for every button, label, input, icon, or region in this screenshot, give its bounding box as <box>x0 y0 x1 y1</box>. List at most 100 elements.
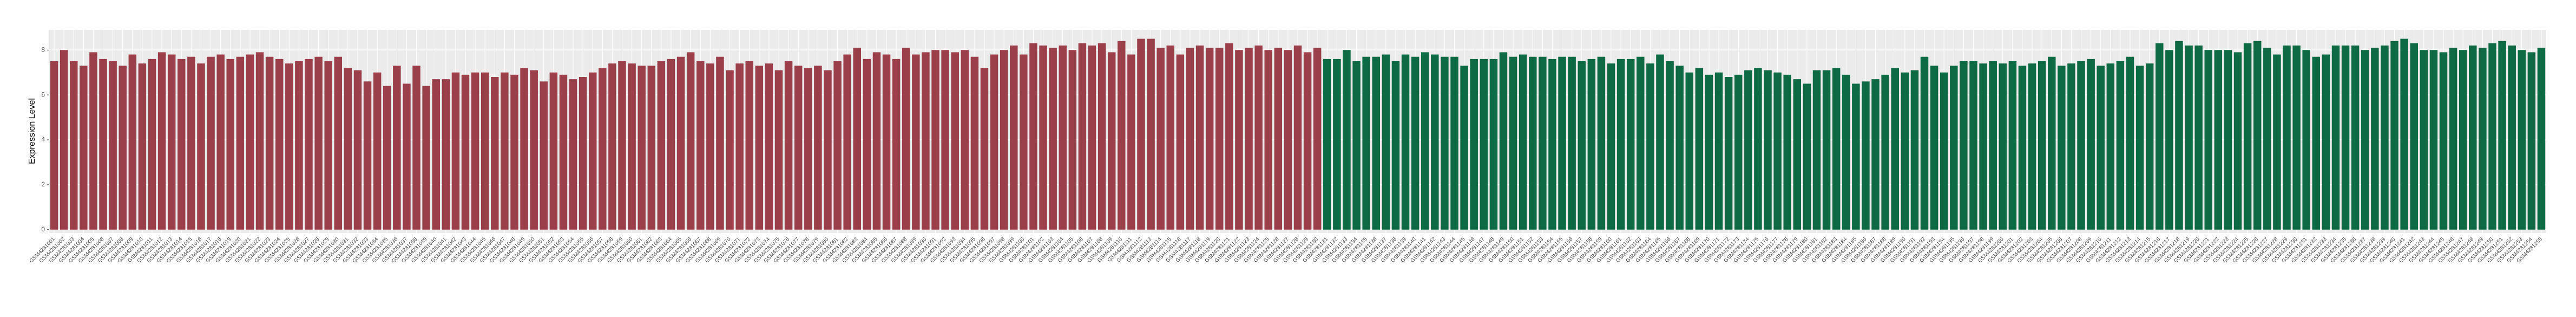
bar <box>1862 81 1870 230</box>
bar <box>814 66 822 230</box>
bar <box>843 54 851 230</box>
y-axis-label: Expression Level <box>28 98 37 164</box>
bar <box>1372 56 1380 230</box>
bar <box>1118 41 1126 230</box>
bar <box>69 61 78 230</box>
bar <box>2429 50 2438 230</box>
bar <box>2243 43 2252 230</box>
bar <box>1744 70 1752 230</box>
bar <box>451 72 460 230</box>
bar <box>1088 46 1096 230</box>
bar <box>2400 38 2408 230</box>
bar <box>1362 56 1370 230</box>
bar <box>2341 46 2350 230</box>
bar <box>314 56 323 230</box>
bar <box>765 63 773 230</box>
bar <box>1626 59 1635 230</box>
bar <box>2106 63 2115 230</box>
bar <box>1989 61 1997 230</box>
bar <box>2224 50 2232 230</box>
bar <box>892 59 901 230</box>
bar <box>2292 46 2301 230</box>
bar <box>1509 56 1517 230</box>
bar <box>2508 46 2516 230</box>
bar <box>128 54 137 230</box>
bar <box>1107 52 1116 230</box>
bar <box>1274 48 1283 230</box>
bar <box>2420 50 2428 230</box>
bar <box>442 79 450 230</box>
bar <box>2459 50 2467 230</box>
bar <box>774 70 783 230</box>
bar <box>961 50 969 230</box>
bar <box>686 52 695 230</box>
bar <box>1910 70 1919 230</box>
bar <box>2439 52 2448 230</box>
bar <box>1695 68 1704 230</box>
bar <box>1431 54 1439 230</box>
bar <box>1568 56 1576 230</box>
bar <box>1215 48 1224 230</box>
bar <box>1724 77 1733 230</box>
bar <box>1450 56 1458 230</box>
bar <box>1303 52 1312 230</box>
bar <box>2527 52 2536 230</box>
bar <box>2469 46 2477 230</box>
bar <box>1999 63 2007 230</box>
bar <box>1195 46 1204 230</box>
bar <box>2135 66 2144 230</box>
bar <box>412 66 420 230</box>
bar <box>931 50 939 230</box>
bar <box>1871 79 1880 230</box>
bar <box>540 81 548 230</box>
bar <box>373 72 382 230</box>
bar <box>667 59 675 230</box>
bar <box>1539 56 1547 230</box>
bar <box>794 66 803 230</box>
bar <box>1793 79 1802 230</box>
bar <box>824 70 832 230</box>
bar <box>1313 48 1322 230</box>
bar <box>657 61 666 230</box>
bar <box>1391 61 1400 230</box>
bar <box>353 70 362 230</box>
bar <box>980 68 989 230</box>
bar <box>912 54 920 230</box>
bar <box>2331 46 2340 230</box>
bar <box>608 63 616 230</box>
bar <box>501 72 509 230</box>
bar <box>1470 59 1478 230</box>
bar <box>60 50 68 230</box>
bar <box>1803 83 1811 230</box>
bar <box>207 56 215 230</box>
bar <box>1822 70 1831 230</box>
bar <box>285 63 293 230</box>
bar <box>2479 48 2487 230</box>
bar <box>970 56 979 230</box>
bar <box>167 54 176 230</box>
bar <box>393 66 401 230</box>
bar <box>1441 56 1449 230</box>
bar <box>2390 41 2398 230</box>
bar <box>226 59 234 230</box>
y-tick-label: 0 <box>41 225 45 233</box>
bar <box>1764 70 1772 230</box>
bar <box>549 72 558 230</box>
bar <box>2214 50 2223 230</box>
bar <box>726 70 734 230</box>
bar <box>530 70 538 230</box>
bar <box>1578 61 1586 230</box>
bar <box>1039 46 1047 230</box>
bar <box>922 52 930 230</box>
bar <box>1597 56 1606 230</box>
bar <box>50 61 58 230</box>
bar <box>89 52 97 230</box>
bar <box>1646 63 1654 230</box>
bar <box>187 56 195 230</box>
bar <box>755 66 764 230</box>
bar <box>157 52 166 230</box>
bar <box>403 83 411 230</box>
bar <box>1411 56 1420 230</box>
bar <box>255 52 264 230</box>
bar <box>882 54 891 230</box>
